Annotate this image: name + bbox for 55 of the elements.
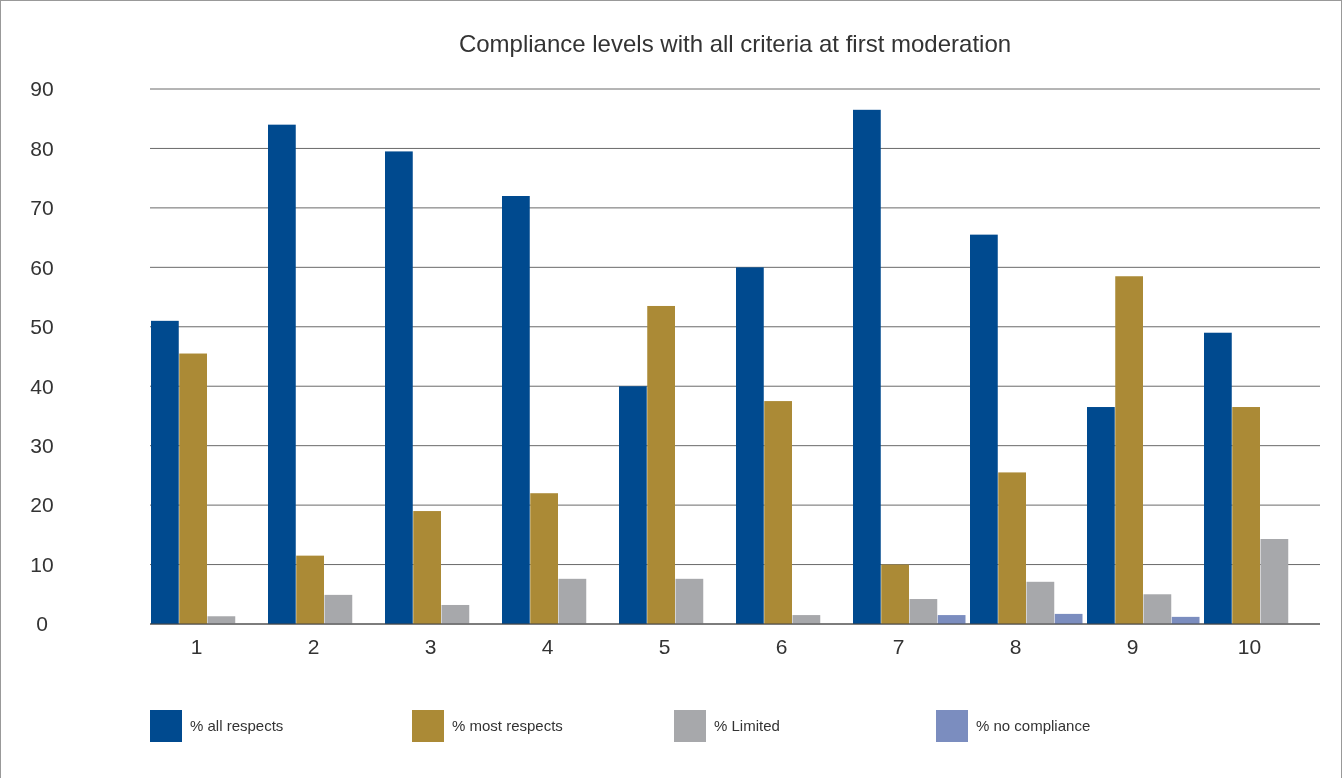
- bar: [1232, 407, 1260, 624]
- bar: [881, 564, 909, 624]
- bar: [268, 124, 296, 624]
- bar: [970, 234, 998, 624]
- y-tick-label: 90: [30, 77, 54, 101]
- y-tick-label: 70: [30, 196, 54, 220]
- bar: [937, 615, 966, 624]
- x-tick-label: 8: [1009, 635, 1022, 658]
- y-tick-label: 80: [30, 136, 54, 160]
- x-tick-label: 6: [775, 635, 788, 658]
- bar: [1260, 538, 1289, 624]
- x-tick-label: 4: [541, 635, 554, 658]
- bar: [736, 267, 764, 624]
- bar: [558, 578, 587, 624]
- bar: [296, 555, 324, 624]
- x-tick-label: 2: [307, 635, 320, 658]
- bar: [998, 472, 1026, 624]
- legend-label: % Limited: [714, 717, 780, 735]
- bar: [675, 578, 704, 624]
- bar: [441, 604, 470, 624]
- x-tick-label: 3: [424, 635, 437, 658]
- bar: [1026, 581, 1055, 624]
- bar: [1143, 594, 1172, 624]
- bar: [909, 599, 938, 624]
- x-tick-label: 7: [892, 635, 905, 658]
- y-tick-label: 10: [30, 552, 54, 576]
- bar: [1087, 407, 1115, 624]
- y-tick-label: 40: [30, 374, 54, 398]
- bar: [1204, 332, 1232, 624]
- bar: [853, 109, 881, 624]
- bar: [647, 305, 675, 624]
- x-tick-label: 1: [190, 635, 203, 658]
- x-tick-label: 10: [1237, 635, 1262, 658]
- x-tick-label: 9: [1126, 635, 1139, 658]
- x-tick-label: 5: [658, 635, 671, 658]
- chart-title: Compliance levels with all criteria at first moderation: [458, 30, 1012, 57]
- y-tick-label: 50: [30, 315, 54, 339]
- y-tick-label: 60: [30, 255, 54, 279]
- bar: [385, 151, 413, 624]
- bar: [619, 386, 647, 624]
- bar: [530, 493, 558, 624]
- bar: [413, 511, 441, 624]
- legend-label: % all respects: [190, 717, 284, 735]
- y-tick-label: 0: [36, 612, 48, 636]
- bar: [764, 401, 792, 624]
- bar: [324, 594, 353, 624]
- y-tick-label: 20: [30, 493, 54, 517]
- legend-label: % no compliance: [976, 717, 1091, 735]
- bar: [502, 196, 530, 624]
- y-tick-label: 30: [30, 434, 54, 458]
- bar: [151, 320, 179, 624]
- bar: [1115, 276, 1143, 624]
- bar: [179, 353, 207, 624]
- bar: [1054, 613, 1083, 624]
- legend-label: % most respects: [452, 717, 563, 735]
